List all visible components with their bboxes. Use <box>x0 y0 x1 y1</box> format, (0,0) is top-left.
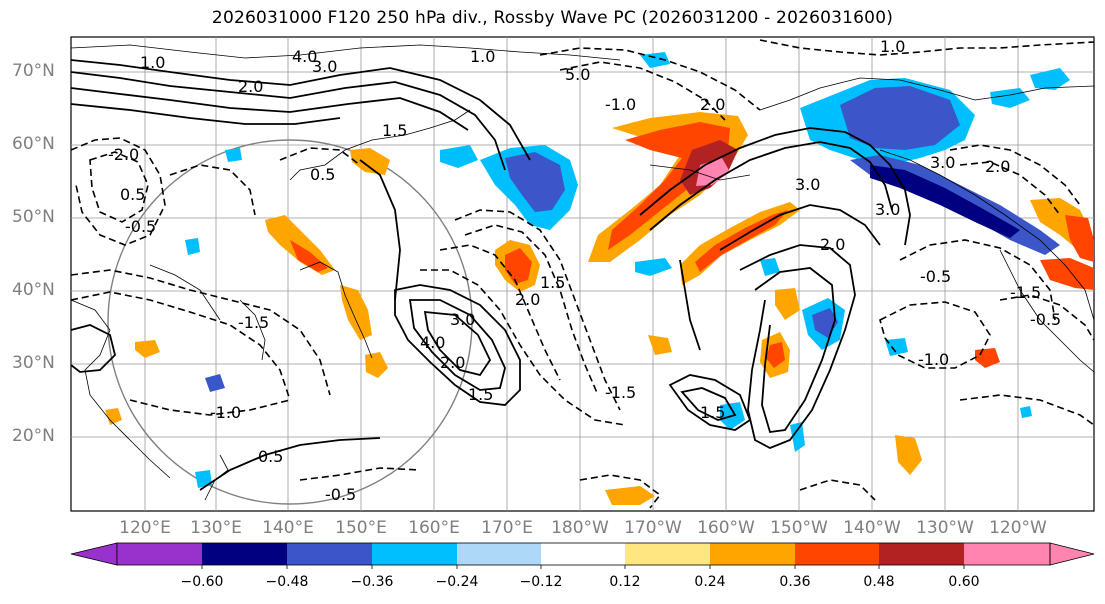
contour-label: -1.5 <box>605 383 636 402</box>
colorbar-frame <box>116 542 1051 566</box>
lat-label: 30°N <box>12 353 55 373</box>
colorbar-bin <box>541 543 625 565</box>
contour-labels: 1.0 3.0 5.0 2.0 4.0 1.5 0.5 -0.5 -1.0 -1… <box>108 37 1061 504</box>
contour-label: -1.5 <box>1010 283 1041 302</box>
colorbar-bin <box>457 543 541 565</box>
contour-label: 1.0 <box>880 37 905 56</box>
colorbar-max-triangle <box>1049 542 1095 566</box>
colorbar-bin <box>879 543 964 565</box>
lon-label: 150°W <box>770 518 828 538</box>
colorbar-min-triangle <box>70 542 118 566</box>
lon-label: 180°W <box>551 518 609 538</box>
coastlines <box>70 44 1095 501</box>
contour-label: 0.5 <box>120 185 145 204</box>
contour-label: 1.5 <box>700 403 725 422</box>
contour-label: 1.0 <box>470 47 495 66</box>
lat-label: 20°N <box>12 426 55 446</box>
contour-label: 3.0 <box>450 310 475 329</box>
contour-label: 3.0 <box>875 200 900 219</box>
contour-label: -0.5 <box>125 217 156 236</box>
contour-label: 5.0 <box>565 65 590 84</box>
lat-label: 40°N <box>12 280 55 300</box>
contour-label: 1.0 <box>140 53 165 72</box>
contour-label: 2.0 <box>985 157 1010 176</box>
contour-label: 3.0 <box>930 153 955 172</box>
colorbar-bin <box>795 543 879 565</box>
colorbar-bin <box>202 543 287 565</box>
contour-label: 3.0 <box>795 175 820 194</box>
lon-label: 170°E <box>481 518 533 538</box>
contour-label: 2.0 <box>700 95 725 114</box>
colorbar-tick-label: −0.36 <box>350 574 394 590</box>
contour-label: 0.5 <box>258 447 283 466</box>
contour-label: 4.0 <box>420 333 445 352</box>
contour-label: 1.5 <box>468 385 493 404</box>
contour-label: -1.5 <box>238 313 269 332</box>
lon-label: 130°E <box>190 518 242 538</box>
colorbar-bin <box>710 543 795 565</box>
contour-label: 0.5 <box>310 165 335 184</box>
highlight-circle <box>107 139 473 505</box>
lon-label: 120°W <box>989 518 1047 538</box>
colorbar-tick-label: 0.36 <box>779 574 811 590</box>
contour-label: -1.0 <box>210 403 241 422</box>
contour-label: 1.5 <box>540 273 565 292</box>
colorbar-tick-label: −0.60 <box>180 574 224 590</box>
colorbar-tick-label: 0.60 <box>948 574 980 590</box>
contour-label: 1.5 <box>382 121 407 140</box>
colorbar-tick-label: 0.48 <box>863 574 895 590</box>
contour-label: 4.0 <box>292 47 317 66</box>
colorbar <box>70 542 1095 569</box>
lon-label: 170°W <box>624 518 682 538</box>
lon-label: 160°W <box>697 518 755 538</box>
contour-label: -0.5 <box>920 267 951 286</box>
contour-label: 2.0 <box>440 353 465 372</box>
contour-label: 2.0 <box>238 77 263 96</box>
lat-label: 70°N <box>12 61 55 81</box>
colorbar-bin <box>372 543 457 565</box>
lon-label: 140°E <box>262 518 314 538</box>
contour-label: -2.0 <box>108 145 139 164</box>
lon-label: 150°E <box>335 518 387 538</box>
lon-label: 140°W <box>843 518 901 538</box>
colorbar-bin <box>287 543 372 565</box>
map-title: 2026031000 F120 250 hPa div., Rossby Wav… <box>211 8 894 28</box>
contour-label: 3.0 <box>312 57 337 76</box>
lat-label: 50°N <box>12 207 55 227</box>
lon-label: 160°E <box>408 518 460 538</box>
colorbar-tick-label: −0.24 <box>435 574 479 590</box>
colorbar-tick-label: −0.48 <box>265 574 309 590</box>
colorbar-bin <box>625 543 710 565</box>
colorbar-tick-label: −0.12 <box>519 574 563 590</box>
colorbar-tick-label: 0.12 <box>609 574 641 590</box>
contour-label: -1.0 <box>918 350 949 369</box>
lon-label: 120°E <box>119 518 171 538</box>
lon-label: 130°W <box>916 518 974 538</box>
contour-label: 2.0 <box>515 290 540 309</box>
positive-contours <box>70 59 911 491</box>
contour-label: 2.0 <box>820 235 845 254</box>
colorbar-bin <box>964 543 1050 565</box>
contour-label: -0.5 <box>1030 310 1061 329</box>
lat-label: 60°N <box>12 134 55 154</box>
contour-label: -1.0 <box>605 95 636 114</box>
negative-contours <box>70 39 1095 509</box>
colorbar-bin <box>117 543 202 565</box>
contour-label: -0.5 <box>325 485 356 504</box>
colorbar-tick-label: 0.24 <box>694 574 726 590</box>
